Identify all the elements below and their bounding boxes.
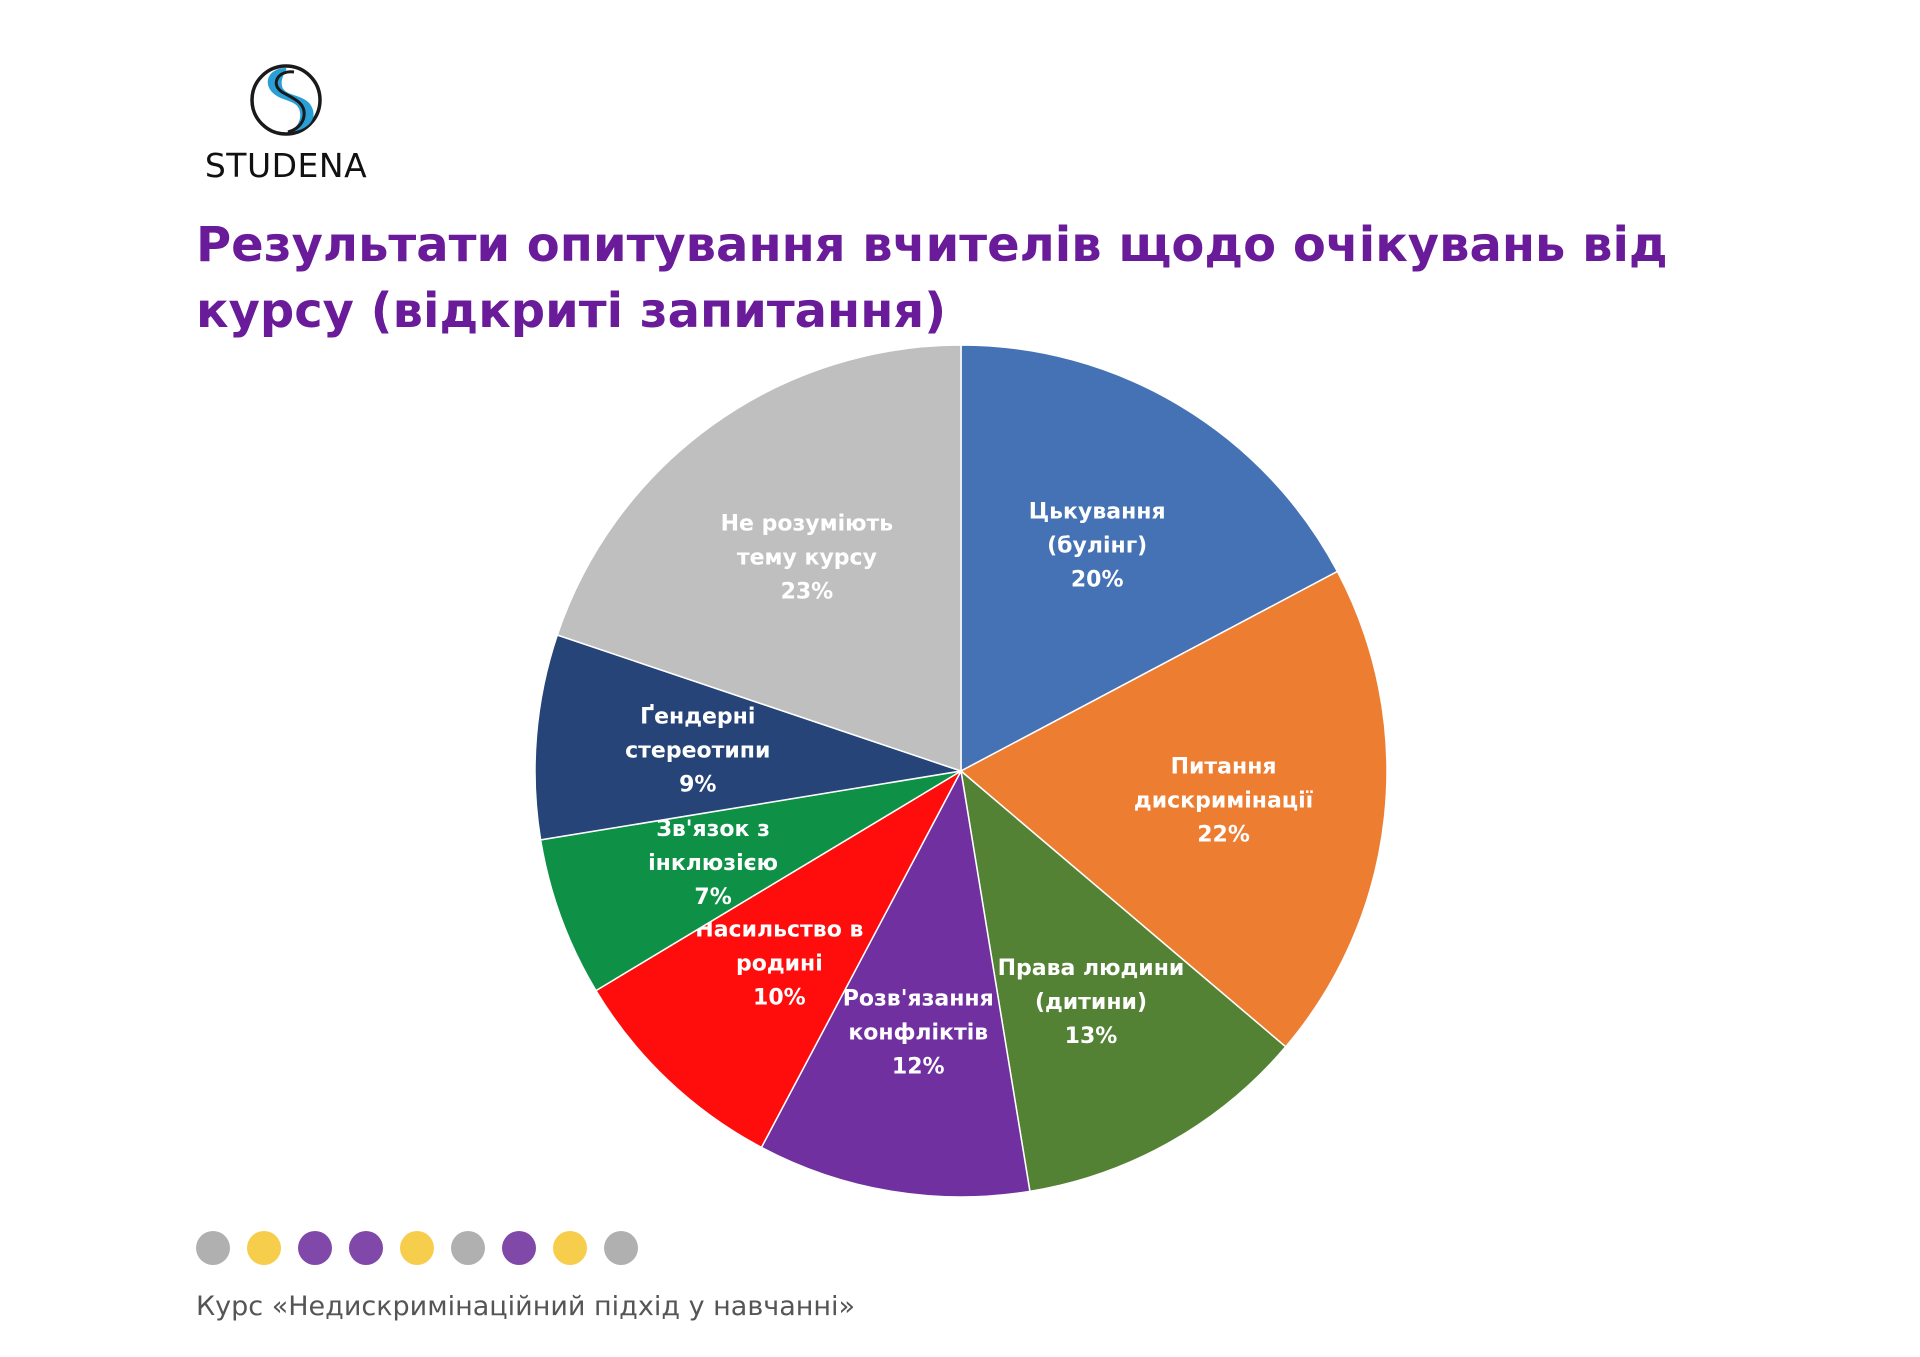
slice-label-4: Насильство в родині 10% (695, 918, 863, 1011)
pie-slice-1 (959, 570, 1388, 1048)
decorative-dots (196, 1231, 638, 1265)
slice-value-label: 10% (753, 986, 806, 1011)
studena-s-logo-icon (250, 64, 322, 136)
decor-dot-2 (298, 1231, 332, 1265)
decor-dot-0 (196, 1231, 230, 1265)
slice-value-label: 7% (694, 885, 731, 910)
pie-slice-7 (556, 344, 962, 773)
slice-category-label: Зв'язок з (656, 817, 770, 842)
slice-value-label: 9% (679, 773, 716, 798)
slice-category-label: Права людини (998, 956, 1185, 981)
course-footer: Курс «Недискримінаційний підхід у навчан… (196, 1291, 856, 1322)
slice-category-label: дискримінації (1134, 789, 1314, 814)
slice-label-2: Права людини (дитини) 13% (998, 956, 1185, 1049)
pie-slice-2 (959, 769, 1287, 1193)
slice-value-label: 23% (781, 579, 834, 604)
pie-slice-3 (760, 768, 1031, 1198)
brand-name: STUDENA (204, 146, 368, 185)
decor-dot-5 (451, 1231, 485, 1265)
slice-category-label: Розв'язання (843, 987, 994, 1012)
slice-category-label: Питання (1171, 755, 1277, 780)
slice-category-label: тему курсу (737, 545, 877, 570)
slice-category-label: стереотипи (625, 739, 770, 764)
decor-dot-8 (604, 1231, 638, 1265)
slice-label-7: Не розуміють тему курсу 23% (721, 511, 894, 604)
slice-value-label: 22% (1197, 823, 1250, 848)
slice-category-label: Ґендерні (640, 705, 755, 730)
brand-logo: STUDENA (196, 62, 376, 185)
slice-category-label: Не розуміють (721, 511, 894, 536)
slice-label-0: Цькування (булінг) 20% (1029, 500, 1166, 593)
pie-slice-5 (539, 770, 962, 992)
slice-value-label: 13% (1065, 1024, 1118, 1049)
slice-label-3: Розв'язання конфліктів 12% (843, 987, 994, 1080)
slice-category-label: (булінг) (1047, 534, 1147, 559)
slice-category-label: Насильство в (695, 918, 863, 943)
slice-label-6: Ґендерні стереотипи 9% (625, 705, 770, 798)
decor-dot-6 (502, 1231, 536, 1265)
decor-dot-7 (553, 1231, 587, 1265)
decor-dot-4 (400, 1231, 434, 1265)
decor-dot-1 (247, 1231, 281, 1265)
pie-slice-6 (534, 634, 962, 841)
slice-category-label: інклюзією (648, 851, 778, 876)
decor-dot-3 (349, 1231, 383, 1265)
slice-label-5: Зв'язок з інклюзією 7% (648, 817, 778, 910)
slice-value-label: 20% (1071, 568, 1124, 593)
slice-category-label: (дитини) (1035, 990, 1147, 1015)
slice-value-label: 12% (892, 1055, 945, 1080)
slice-category-label: родині (736, 952, 823, 977)
slice-category-label: Цькування (1029, 500, 1166, 525)
slice-category-label: конфліктів (848, 1021, 988, 1046)
slice-label-1: Питання дискримінації 22% (1134, 755, 1314, 848)
pie-slice-4 (594, 768, 963, 1149)
pie-slice-0 (960, 344, 1339, 773)
page-title: Результати опитування вчителів щодо очік… (196, 217, 1668, 339)
